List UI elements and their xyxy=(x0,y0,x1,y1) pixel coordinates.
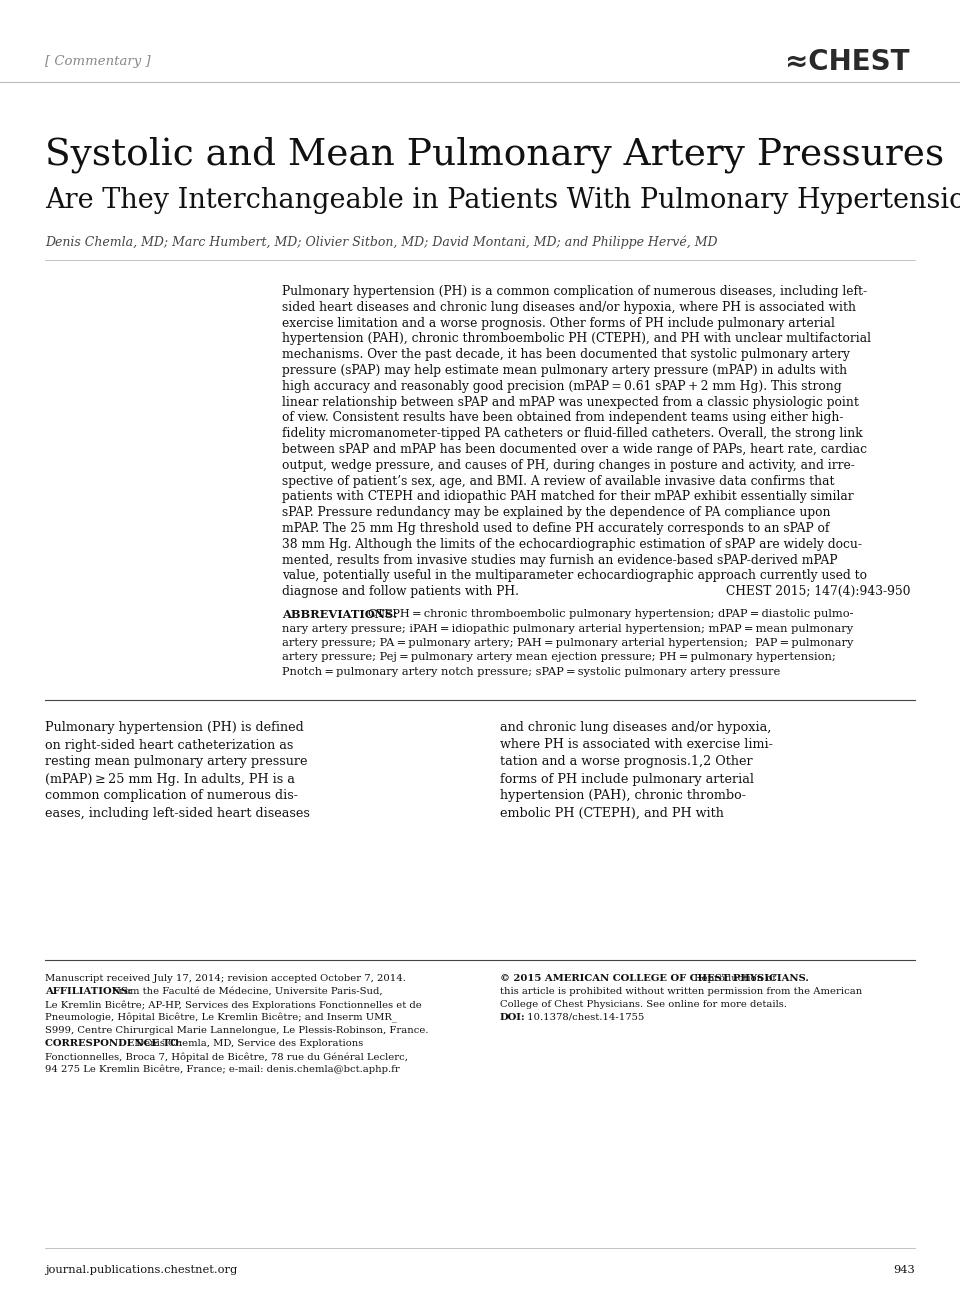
Text: hypertension (PAH), chronic thrombo-: hypertension (PAH), chronic thrombo- xyxy=(500,789,746,802)
Text: Systolic and Mean Pulmonary Artery Pressures: Systolic and Mean Pulmonary Artery Press… xyxy=(45,137,944,173)
Text: 943: 943 xyxy=(893,1265,915,1275)
Text: College of Chest Physicians. See online for more details.: College of Chest Physicians. See online … xyxy=(500,1000,787,1009)
Text: Pulmonary hypertension (PH) is a common complication of numerous diseases, inclu: Pulmonary hypertension (PH) is a common … xyxy=(282,285,867,298)
Text: sided heart diseases and chronic lung diseases and/or hypoxia, where PH is assoc: sided heart diseases and chronic lung di… xyxy=(282,301,856,313)
Text: ≈CHEST: ≈CHEST xyxy=(785,48,910,76)
Text: between sPAP and mPAP has been documented over a wide range of PAPs, heart rate,: between sPAP and mPAP has been documente… xyxy=(282,442,867,455)
Text: [ Commentary ]: [ Commentary ] xyxy=(45,55,151,68)
Text: patients with CTEPH and idiopathic PAH matched for their mPAP exhibit essentiall: patients with CTEPH and idiopathic PAH m… xyxy=(282,490,853,503)
Text: value, potentially useful in the multiparameter echocardiographic approach curre: value, potentially useful in the multipa… xyxy=(282,569,867,582)
Text: Fonctionnelles, Broca 7, Hôpital de Bicêtre, 78 rue du Général Leclerc,: Fonctionnelles, Broca 7, Hôpital de Bicê… xyxy=(45,1053,408,1062)
Text: high accuracy and reasonably good precision (mPAP = 0.61 sPAP + 2 mm Hg). This s: high accuracy and reasonably good precis… xyxy=(282,379,842,392)
Text: CORRESPONDENCE TO:: CORRESPONDENCE TO: xyxy=(45,1038,182,1047)
Text: (mPAP) ≥ 25 mm Hg. In adults, PH is a: (mPAP) ≥ 25 mm Hg. In adults, PH is a xyxy=(45,773,295,786)
Text: pressure (sPAP) may help estimate mean pulmonary artery pressure (mPAP) in adult: pressure (sPAP) may help estimate mean p… xyxy=(282,364,847,377)
Text: mechanisms. Over the past decade, it has been documented that systolic pulmonary: mechanisms. Over the past decade, it has… xyxy=(282,348,850,361)
Text: Pneumologie, Hôpital Bicêtre, Le Kremlin Bicêtre; and Inserm UMR_: Pneumologie, Hôpital Bicêtre, Le Kremlin… xyxy=(45,1013,396,1023)
Text: Denis Chemla, MD, Service des Explorations: Denis Chemla, MD, Service des Exploratio… xyxy=(133,1038,364,1047)
Text: output, wedge pressure, and causes of PH, during changes in posture and activity: output, wedge pressure, and causes of PH… xyxy=(282,459,854,472)
Text: eases, including left-sided heart diseases: eases, including left-sided heart diseas… xyxy=(45,806,310,819)
Text: CHEST 2015; 147(4):943-950: CHEST 2015; 147(4):943-950 xyxy=(726,586,910,599)
Text: DOI:: DOI: xyxy=(500,1013,526,1022)
Text: hypertension (PAH), chronic thromboembolic PH (CTEPH), and PH with unclear multi: hypertension (PAH), chronic thromboembol… xyxy=(282,333,871,346)
Text: Manuscript received July 17, 2014; revision accepted October 7, 2014.: Manuscript received July 17, 2014; revis… xyxy=(45,974,406,983)
Text: Pulmonary hypertension (PH) is defined: Pulmonary hypertension (PH) is defined xyxy=(45,721,303,734)
Text: spective of patient’s sex, age, and BMI. A review of available invasive data con: spective of patient’s sex, age, and BMI.… xyxy=(282,475,834,488)
Text: resting mean pulmonary artery pressure: resting mean pulmonary artery pressure xyxy=(45,756,307,769)
Text: ABBREVIATIONS:: ABBREVIATIONS: xyxy=(282,609,397,620)
Text: linear relationship between sPAP and mPAP was unexpected from a classic physiolo: linear relationship between sPAP and mPA… xyxy=(282,396,859,409)
Text: mented, results from invasive studies may furnish an evidence-based sPAP-derived: mented, results from invasive studies ma… xyxy=(282,553,837,566)
Text: fidelity micromanometer-tipped PA catheters or fluid-filled catheters. Overall, : fidelity micromanometer-tipped PA cathet… xyxy=(282,427,863,440)
Text: Are They Interchangeable in Patients With Pulmonary Hypertension?: Are They Interchangeable in Patients Wit… xyxy=(45,187,960,214)
Text: 10.1378/chest.14-1755: 10.1378/chest.14-1755 xyxy=(524,1013,644,1022)
Text: CTEPH = chronic thromboembolic pulmonary hypertension; dPAP = diastolic pulmo-: CTEPH = chronic thromboembolic pulmonary… xyxy=(368,609,853,619)
Text: tation and a worse prognosis.1,2 Other: tation and a worse prognosis.1,2 Other xyxy=(500,756,753,769)
Text: From the Faculté de Médecine, Universite Paris-Sud,: From the Faculté de Médecine, Universite… xyxy=(108,987,382,996)
Text: S999, Centre Chirurgical Marie Lannelongue, Le Plessis-Robinson, France.: S999, Centre Chirurgical Marie Lannelong… xyxy=(45,1026,428,1035)
Text: 94 275 Le Kremlin Bicêtre, France; e-mail: denis.chemla@bct.aphp.fr: 94 275 Le Kremlin Bicêtre, France; e-mai… xyxy=(45,1066,399,1075)
Text: where PH is associated with exercise limi-: where PH is associated with exercise lim… xyxy=(500,738,773,752)
Text: embolic PH (CTEPH), and PH with: embolic PH (CTEPH), and PH with xyxy=(500,806,724,819)
Text: this article is prohibited without written permission from the American: this article is prohibited without writt… xyxy=(500,987,862,996)
Text: common complication of numerous dis-: common complication of numerous dis- xyxy=(45,789,298,802)
Text: of view. Consistent results have been obtained from independent teams using eith: of view. Consistent results have been ob… xyxy=(282,412,844,424)
Text: nary artery pressure; iPAH = idiopathic pulmonary arterial hypertension; mPAP = : nary artery pressure; iPAH = idiopathic … xyxy=(282,623,853,633)
Text: and chronic lung diseases and/or hypoxia,: and chronic lung diseases and/or hypoxia… xyxy=(500,721,772,734)
Text: 38 mm Hg. Although the limits of the echocardiographic estimation of sPAP are wi: 38 mm Hg. Although the limits of the ech… xyxy=(282,538,862,551)
Text: diagnose and follow patients with PH.: diagnose and follow patients with PH. xyxy=(282,586,519,599)
Text: on right-sided heart catheterization as: on right-sided heart catheterization as xyxy=(45,738,294,752)
Text: artery pressure; Pej = pulmonary artery mean ejection pressure; PH = pulmonary h: artery pressure; Pej = pulmonary artery … xyxy=(282,653,836,663)
Text: mPAP. The 25 mm Hg threshold used to define PH accurately corresponds to an sPAP: mPAP. The 25 mm Hg threshold used to def… xyxy=(282,522,829,535)
Text: journal.publications.chestnet.org: journal.publications.chestnet.org xyxy=(45,1265,237,1275)
Text: Denis Chemla, MD; Marc Humbert, MD; Olivier Sitbon, MD; David Montani, MD; and P: Denis Chemla, MD; Marc Humbert, MD; Oliv… xyxy=(45,235,717,249)
Text: sPAP. Pressure redundancy may be explained by the dependence of PA compliance up: sPAP. Pressure redundancy may be explain… xyxy=(282,506,830,519)
Text: exercise limitation and a worse prognosis. Other forms of PH include pulmonary a: exercise limitation and a worse prognosi… xyxy=(282,316,835,330)
Text: Reproduction of: Reproduction of xyxy=(691,974,777,983)
Text: forms of PH include pulmonary arterial: forms of PH include pulmonary arterial xyxy=(500,773,754,786)
Text: © 2015 AMERICAN COLLEGE OF CHEST PHYSICIANS.: © 2015 AMERICAN COLLEGE OF CHEST PHYSICI… xyxy=(500,974,809,983)
Text: Le Kremlin Bicêtre; AP-HP, Services des Explorations Fonctionnelles et de: Le Kremlin Bicêtre; AP-HP, Services des … xyxy=(45,1000,421,1010)
Text: artery pressure; PA = pulmonary artery; PAH = pulmonary arterial hypertension;  : artery pressure; PA = pulmonary artery; … xyxy=(282,639,853,648)
Text: Pnotch = pulmonary artery notch pressure; sPAP = systolic pulmonary artery press: Pnotch = pulmonary artery notch pressure… xyxy=(282,667,780,677)
Text: AFFILIATIONS:: AFFILIATIONS: xyxy=(45,987,132,996)
